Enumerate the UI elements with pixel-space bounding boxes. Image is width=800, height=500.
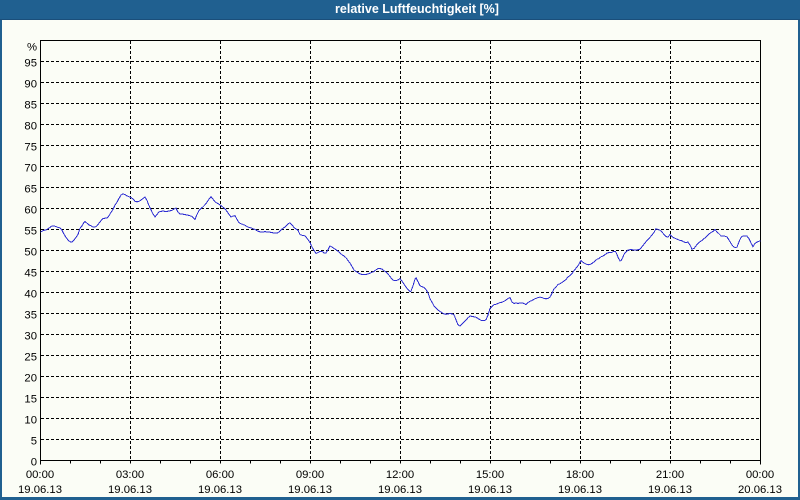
svg-text:19.06.13: 19.06.13 xyxy=(18,484,62,496)
svg-text:18:00: 18:00 xyxy=(566,469,594,481)
svg-text:35: 35 xyxy=(24,310,37,322)
svg-text:80: 80 xyxy=(24,121,37,133)
svg-text:25: 25 xyxy=(24,352,37,364)
svg-text:55: 55 xyxy=(24,226,37,238)
svg-text:95: 95 xyxy=(24,58,37,70)
svg-text:19.06.13: 19.06.13 xyxy=(648,484,692,496)
svg-text:85: 85 xyxy=(24,100,37,112)
svg-text:19.06.13: 19.06.13 xyxy=(108,484,152,496)
svg-text:40: 40 xyxy=(24,289,37,301)
svg-text:50: 50 xyxy=(24,247,37,259)
svg-text:19.06.13: 19.06.13 xyxy=(198,484,242,496)
svg-text:30: 30 xyxy=(24,331,37,343)
svg-text:45: 45 xyxy=(24,268,37,280)
svg-text:%: % xyxy=(27,42,37,54)
svg-text:65: 65 xyxy=(24,184,37,196)
svg-text:75: 75 xyxy=(24,142,37,154)
svg-text:15: 15 xyxy=(24,394,37,406)
svg-text:09:00: 09:00 xyxy=(296,469,324,481)
svg-text:06:00: 06:00 xyxy=(206,469,234,481)
svg-text:00:00: 00:00 xyxy=(746,469,774,481)
svg-text:15:00: 15:00 xyxy=(476,469,504,481)
svg-text:20: 20 xyxy=(24,373,37,385)
svg-text:19.06.13: 19.06.13 xyxy=(558,484,602,496)
svg-text:60: 60 xyxy=(24,205,37,217)
svg-text:19.06.13: 19.06.13 xyxy=(378,484,422,496)
svg-text:00:00: 00:00 xyxy=(26,469,54,481)
svg-text:21:00: 21:00 xyxy=(656,469,684,481)
svg-text:03:00: 03:00 xyxy=(116,469,144,481)
svg-text:12:00: 12:00 xyxy=(386,469,414,481)
svg-text:20.06.13: 20.06.13 xyxy=(738,484,782,496)
svg-text:10: 10 xyxy=(24,415,37,427)
svg-text:5: 5 xyxy=(31,436,37,448)
svg-text:0: 0 xyxy=(31,457,37,469)
svg-text:90: 90 xyxy=(24,79,37,91)
svg-text:19.06.13: 19.06.13 xyxy=(468,484,512,496)
svg-text:19.06.13: 19.06.13 xyxy=(288,484,332,496)
svg-text:70: 70 xyxy=(24,163,37,175)
